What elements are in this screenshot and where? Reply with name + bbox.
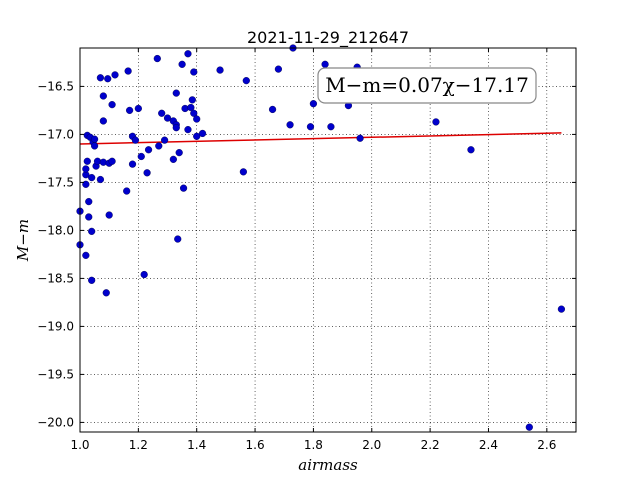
data-point — [88, 276, 96, 284]
data-point — [108, 157, 116, 165]
data-point — [102, 289, 110, 297]
data-point — [216, 66, 224, 74]
data-point — [88, 174, 96, 182]
y-tick-label: −16.5 — [37, 79, 74, 93]
data-point — [96, 74, 105, 82]
fit-equation: M−m=0.07χ−17.17 — [325, 73, 529, 97]
x-tick-label: 1.6 — [246, 438, 265, 452]
data-point — [268, 105, 277, 114]
data-point — [105, 211, 113, 219]
x-tick-label: 2.6 — [537, 438, 556, 452]
plot-frame — [79, 47, 577, 433]
data-point — [99, 92, 107, 100]
x-tick-label: 1.8 — [304, 438, 323, 452]
data-point — [169, 155, 177, 163]
x-tick-label: 1.4 — [187, 438, 206, 452]
x-tick-label: 2.2 — [421, 438, 440, 452]
data-point — [82, 251, 90, 259]
y-tick-label: −19.5 — [37, 367, 74, 381]
data-point — [172, 89, 180, 97]
y-tick-label: −20.0 — [37, 415, 74, 429]
data-point — [179, 184, 188, 192]
data-point — [108, 101, 116, 109]
x-axis-label: airmass — [298, 456, 358, 474]
y-tick-label: −17.0 — [37, 127, 74, 141]
data-point — [274, 65, 283, 73]
data-point — [242, 77, 250, 85]
data-point — [85, 213, 93, 221]
data-point — [321, 60, 329, 68]
data-point — [557, 305, 566, 313]
data-point — [163, 114, 172, 122]
data-point — [309, 100, 318, 108]
data-point — [193, 115, 201, 123]
data-point — [198, 129, 207, 138]
fit-line — [79, 132, 562, 145]
data-point — [137, 152, 145, 161]
data-point — [111, 71, 119, 79]
data-point — [153, 54, 161, 63]
data-point — [140, 270, 148, 279]
data-point — [161, 136, 169, 144]
data-point — [184, 126, 192, 134]
axis-ticks: 1.0 1.2 1.4 1.6 1.8 2.0 2.2 2.4 2.6 −16.5 −17.0 −17… — [37, 48, 576, 452]
data-point — [327, 123, 335, 131]
data-point — [158, 109, 166, 117]
data-point — [175, 149, 183, 157]
data-point — [174, 235, 182, 243]
data-point — [134, 104, 142, 113]
data-point — [85, 198, 93, 206]
data-point — [188, 96, 196, 104]
data-point — [82, 165, 90, 173]
data-points — [76, 44, 566, 431]
fit-line-layer — [79, 132, 562, 145]
y-axis-label: M−m — [14, 219, 32, 262]
data-point — [143, 169, 151, 177]
data-point — [88, 227, 96, 235]
data-point — [178, 60, 186, 68]
data-point — [126, 106, 134, 115]
data-point — [123, 187, 131, 195]
data-point — [83, 157, 91, 165]
data-point — [356, 134, 364, 142]
data-point — [190, 109, 198, 117]
data-point — [144, 146, 153, 154]
x-tick-label: 2.0 — [362, 438, 381, 452]
data-point — [104, 75, 112, 83]
chart-title: 2021-11-29_212647 — [247, 28, 409, 48]
data-point — [184, 50, 192, 58]
y-tick-label: −17.5 — [37, 175, 74, 189]
x-tick-label: 1.2 — [129, 438, 148, 452]
annotation-frame — [317, 67, 537, 104]
data-point — [155, 142, 163, 150]
data-point — [467, 146, 475, 154]
annotation-box: M−m=0.07χ−17.17 — [317, 67, 537, 104]
data-point — [432, 118, 440, 126]
y-tick-label: −19.0 — [37, 319, 74, 333]
y-tick-label: −18.5 — [37, 271, 74, 285]
x-tick-label: 1.0 — [70, 438, 89, 452]
x-tick-label: 2.4 — [479, 438, 498, 452]
data-point — [124, 67, 132, 75]
data-point — [306, 123, 315, 131]
data-point — [190, 68, 198, 76]
data-point — [187, 103, 195, 112]
data-point — [239, 168, 247, 176]
data-point — [128, 160, 137, 168]
data-point — [90, 142, 99, 150]
data-point — [193, 132, 201, 140]
data-point — [82, 180, 90, 188]
data-point — [286, 121, 294, 129]
data-point — [131, 136, 140, 144]
data-point — [172, 124, 180, 132]
y-tick-label: −18.0 — [37, 223, 74, 237]
data-point — [99, 117, 107, 125]
data-point — [525, 423, 533, 431]
data-point — [96, 175, 105, 184]
data-point — [90, 135, 99, 143]
